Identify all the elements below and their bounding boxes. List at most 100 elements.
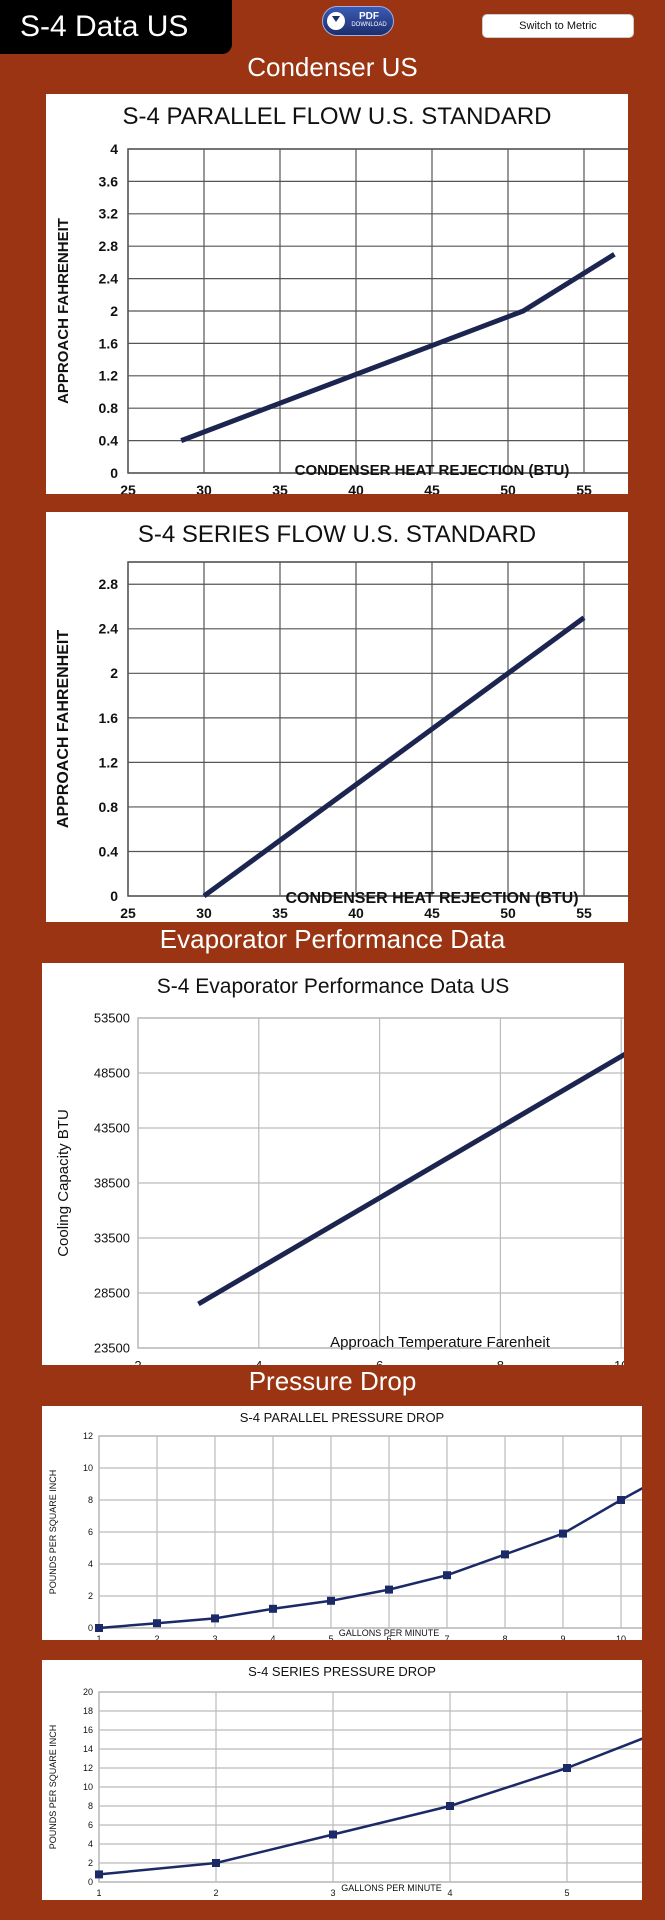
x-tick-label: 6 [386, 1634, 391, 1640]
y-tick-label: 3.2 [99, 206, 119, 222]
y-tick-label: 1.2 [99, 368, 119, 384]
y-tick-label: 6 [88, 1820, 93, 1830]
x-tick-label: 1 [96, 1634, 101, 1640]
chart-panel-series-pressure: S-4 SERIES PRESSURE DROP1234560246810121… [42, 1660, 642, 1900]
x-axis-label: Approach Temperature Farenheit [330, 1334, 551, 1351]
x-tick-label: 30 [196, 905, 212, 921]
x-tick-label: 2 [134, 1358, 141, 1365]
chart-title: S-4 PARALLEL FLOW U.S. STANDARD [123, 103, 552, 130]
x-tick-label: 45 [424, 482, 440, 494]
x-tick-label: 2 [154, 1634, 159, 1640]
y-tick-label: 0 [110, 888, 118, 904]
data-point-marker [327, 1596, 335, 1605]
x-tick-label: 3 [212, 1634, 217, 1640]
x-tick-label: 4 [270, 1634, 275, 1640]
y-tick-label: 0.4 [99, 843, 119, 859]
x-tick-label: 4 [255, 1358, 262, 1365]
y-tick-label: 2.4 [99, 621, 119, 637]
data-point-marker [212, 1859, 220, 1867]
x-tick-label: 5 [328, 1634, 333, 1640]
x-tick-label: 3 [330, 1888, 335, 1898]
series-line [197, 1051, 624, 1307]
y-tick-label: 48500 [94, 1066, 130, 1081]
data-point-marker [446, 1802, 454, 1810]
x-tick-label: 6 [376, 1358, 383, 1365]
y-axis-label: APPROACH FAHRENHEIT [55, 218, 72, 404]
y-tick-label: 10 [83, 1782, 93, 1792]
y-tick-label: 6 [88, 1527, 93, 1537]
y-tick-label: 3.6 [99, 173, 119, 189]
x-tick-label: 10 [614, 1358, 624, 1365]
page-title: S-4 Data US [0, 0, 232, 54]
y-tick-label: 16 [83, 1725, 93, 1735]
y-tick-label: 2.8 [99, 238, 119, 254]
y-tick-label: 0.4 [99, 433, 119, 449]
y-tick-label: 8 [88, 1495, 93, 1505]
chart-panel-parallel-pressure: S-4 PARALLEL PRESSURE DROP 12 3 4 5 6 7 8 9 10 1 10… [42, 1406, 642, 1640]
x-tick-label: 9 [560, 1634, 565, 1640]
x-tick-label: 50 [500, 482, 516, 494]
x-tick-label: 55 [576, 482, 592, 494]
data-point-marker [563, 1764, 571, 1772]
chart-series-pressure: S-4 SERIES PRESSURE DROP1234560246810121… [48, 1664, 642, 1898]
y-tick-label: 2.4 [99, 271, 119, 287]
y-tick-label: 12 [83, 1763, 93, 1773]
x-tick-label: 45 [424, 905, 440, 921]
x-axis-label: CONDENSER HEAT REJECTION (BTU) [285, 890, 578, 907]
x-tick-label: 8 [502, 1634, 507, 1640]
series-line [202, 615, 586, 899]
y-tick-label: 1.2 [99, 754, 119, 770]
chart-title: S-4 Evaporator Performance Data US [157, 975, 510, 998]
switch-to-metric-button[interactable]: Switch to Metric [482, 14, 634, 38]
y-tick-label: 10 [83, 1463, 93, 1473]
chart-title: S-4 PARALLEL PRESSURE DROP [240, 1410, 444, 1425]
x-tick-label: 25 [120, 905, 136, 921]
y-tick-label: 2 [88, 1591, 93, 1601]
x-tick-label: 10 [616, 1634, 626, 1640]
chart-panel-parallel-flow: S-4 PARALLEL FLOW U.S. STANDARD 25 30 35 40 4… [46, 94, 628, 494]
chart-panel-series-flow: S-4 SERIES FLOW U.S. STANDARD 25 30 35 40 45 5… [46, 512, 628, 922]
y-tick-label: 0 [88, 1877, 93, 1887]
data-point-marker [153, 1619, 161, 1628]
y-tick-label: 4 [88, 1559, 93, 1569]
x-tick-label: 35 [272, 482, 288, 494]
x-tick-label: 55 [576, 905, 592, 921]
y-tick-label: 18 [83, 1706, 93, 1716]
x-tick-label: 4 [447, 1888, 452, 1898]
data-point-marker [501, 1550, 509, 1559]
download-arrow-icon [327, 12, 345, 30]
data-point-marker [443, 1571, 451, 1580]
x-tick-label: 50 [500, 905, 516, 921]
data-point-marker [95, 1870, 103, 1879]
pdf-download-button[interactable]: PDF DOWNLOAD [322, 6, 394, 36]
data-point-marker [617, 1496, 625, 1504]
y-tick-label: 2 [88, 1858, 93, 1868]
y-tick-label: 20 [83, 1687, 93, 1697]
y-tick-label: 23500 [94, 1341, 130, 1356]
data-point-marker [269, 1604, 277, 1613]
y-tick-label: 1.6 [99, 710, 119, 726]
y-tick-label: 28500 [94, 1286, 130, 1301]
chart-panel-evaporator: S-4 Evaporator Performance Data US 2 4 6 8 10… [42, 963, 624, 1365]
y-axis-label: POUNDS PER SQUARE INCH [48, 1725, 58, 1850]
x-tick-label: 40 [348, 482, 364, 494]
y-tick-label: 0 [110, 465, 118, 481]
x-tick-label: 30 [196, 482, 212, 494]
data-point-marker [559, 1529, 567, 1538]
y-tick-label: 2 [110, 665, 118, 681]
section-heading-condenser: Condenser US [247, 52, 418, 82]
y-tick-label: 33500 [94, 1231, 130, 1246]
chart-series-flow: S-4 SERIES FLOW U.S. STANDARD 25 30 35 40 45 5… [55, 521, 628, 921]
data-point-marker [211, 1614, 219, 1623]
x-tick-label: 40 [348, 905, 364, 921]
x-tick-label: 2 [213, 1888, 218, 1898]
x-axis-label: CONDENSER HEAT REJECTION (BTU) [295, 462, 570, 479]
y-axis-label: Cooling Capacity BTU [55, 1109, 72, 1257]
chart-parallel-pressure: S-4 PARALLEL PRESSURE DROP 12 3 4 5 6 7 8 9 10 1 10… [48, 1410, 642, 1640]
pdf-label: PDF [359, 11, 379, 22]
x-axis-label: GALLONS PER MINUTE [339, 1628, 440, 1638]
section-heading-evaporator: Evaporator Performance Data [159, 924, 506, 954]
series-line [98, 1737, 642, 1876]
series-line [180, 252, 616, 443]
chart-evaporator: S-4 Evaporator Performance Data US 2 4 6 8 10… [55, 975, 624, 1365]
